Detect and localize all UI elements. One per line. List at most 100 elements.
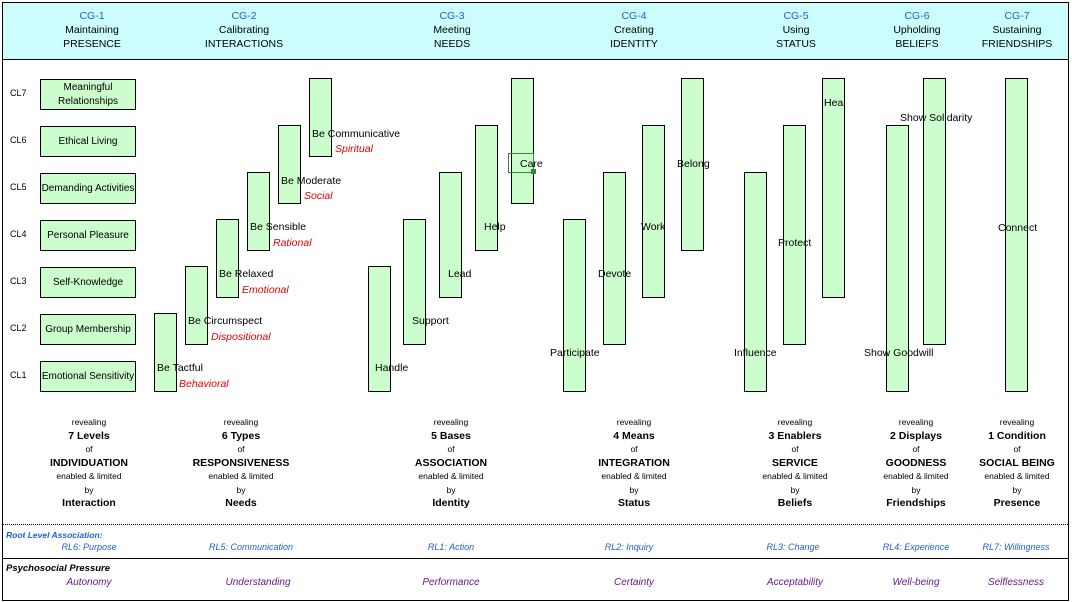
cg4-bar xyxy=(563,219,586,392)
revealing-driver: Needs xyxy=(225,497,257,509)
group-title: Calibrating xyxy=(218,24,270,36)
cg7-label: Connect xyxy=(998,222,1038,234)
revealing-driver: Identity xyxy=(432,497,470,509)
revealing-enabled: enabled & limited xyxy=(601,471,667,481)
cg2-type: Rational xyxy=(273,237,312,249)
revealing-of: of xyxy=(447,444,455,454)
cg3-label: Lead xyxy=(448,268,472,280)
revealing-driver: Beliefs xyxy=(777,497,813,509)
revealing-enabled: enabled & limited xyxy=(762,471,828,481)
revealing-block-cg3: revealing 5 Bases of ASSOCIATION enabled… xyxy=(386,416,516,511)
revealing-what: GOODNESS xyxy=(885,456,947,469)
revealing-by: by xyxy=(790,484,800,495)
revealing-by: by xyxy=(1012,484,1022,495)
revealing-count: 1 Condition xyxy=(988,429,1046,442)
group-id: CG-5 xyxy=(783,10,809,22)
cg2-bar xyxy=(216,219,239,298)
revealing-driver: Friendships xyxy=(886,497,946,509)
cg2-type: Dispositional xyxy=(211,331,271,343)
group-title: Sustaining xyxy=(992,24,1042,36)
level-box: Meaningful Relationships xyxy=(40,79,136,110)
cg2-type: Social xyxy=(304,190,333,202)
revealing-by: by xyxy=(911,484,921,495)
level-box: Ethical Living xyxy=(40,126,136,157)
revealing-word: revealing xyxy=(433,417,469,427)
cg3-label: Help xyxy=(484,221,506,233)
cg4-label: Devote xyxy=(598,268,632,280)
revealing-block-cg4: revealing 4 Means of INTEGRATION enabled… xyxy=(569,416,699,511)
revealing-word: revealing xyxy=(999,417,1035,427)
revealing-block-cg1: revealing 7 Levels of INDIVIDUATION enab… xyxy=(24,416,154,511)
cg2-label: Be Sensible xyxy=(250,221,307,233)
group-subtitle: BELIEFS xyxy=(895,38,939,50)
group-header-cg3: CG-3 Meeting NEEDS xyxy=(387,9,517,51)
cg4-label: Participate xyxy=(550,347,600,359)
revealing-by: by xyxy=(446,484,456,495)
revealing-enabled: enabled & limited xyxy=(418,471,484,481)
pressure-item: Well-being xyxy=(892,577,940,588)
level-box: Demanding Activities xyxy=(40,173,136,204)
level-box: Personal Pleasure xyxy=(40,220,136,251)
cg2-label: Be Communicative xyxy=(312,128,401,140)
revealing-block-cg5: revealing 3 Enablers of SERVICE enabled … xyxy=(730,416,860,511)
cg4-label: Work xyxy=(641,221,666,233)
revealing-word: revealing xyxy=(898,417,934,427)
group-id: CG-4 xyxy=(621,10,647,22)
revealing-enabled: enabled & limited xyxy=(883,471,949,481)
care-selection-box[interactable] xyxy=(508,153,534,173)
cg2-bar xyxy=(309,78,332,157)
revealing-count: 7 Levels xyxy=(68,429,110,442)
group-id: CG-2 xyxy=(231,10,257,22)
group-title: Creating xyxy=(614,24,654,36)
root-level-item: RL1: Action xyxy=(427,542,475,552)
group-id: CG-1 xyxy=(79,10,105,22)
cg6-label: Show Solidarity xyxy=(900,112,973,124)
revealing-driver: Status xyxy=(617,497,651,509)
revealing-word: revealing xyxy=(71,417,107,427)
cg3-bar xyxy=(368,266,391,392)
cg4-bar xyxy=(603,172,626,345)
cg5-bar xyxy=(783,125,806,345)
cg2-label: Be Relaxed xyxy=(219,268,274,280)
cg3-bar xyxy=(439,172,462,298)
cg2-bar xyxy=(247,172,270,251)
level-code: CL3 xyxy=(10,276,27,286)
level-box: Self-Knowledge xyxy=(40,267,136,298)
level-box: Group Membership xyxy=(40,314,136,345)
group-id: CG-3 xyxy=(439,10,465,22)
cg2-type: Emotional xyxy=(242,284,289,296)
revealing-what: INDIVIDUATION xyxy=(50,456,128,469)
level-code: CL4 xyxy=(10,229,27,239)
revealing-by: by xyxy=(236,484,246,495)
cg5-bar xyxy=(822,78,845,298)
revealing-word: revealing xyxy=(777,417,813,427)
cg6-bar xyxy=(886,125,909,392)
revealing-of: of xyxy=(912,444,920,454)
cg2-type: Behavioral xyxy=(179,378,229,390)
level-code: CL6 xyxy=(10,135,27,145)
pressure-item: Understanding xyxy=(225,577,291,588)
cg7-bar xyxy=(1005,78,1028,392)
revealing-count: 4 Means xyxy=(613,429,655,442)
pressure-item: Acceptability xyxy=(766,577,824,588)
level-box: Emotional Sensitivity xyxy=(40,361,136,392)
cg5-label: Protect xyxy=(778,237,812,249)
group-subtitle: IDENTITY xyxy=(610,38,658,50)
group-header-cg1: CG-1 Maintaining PRESENCE xyxy=(27,9,157,51)
revealing-block-cg6: revealing 2 Displays of GOODNESS enabled… xyxy=(851,416,981,511)
revealing-block-cg7: revealing 1 Condition of SOCIAL BEING en… xyxy=(952,416,1072,511)
level-code: CL2 xyxy=(10,323,27,333)
revealing-what: SERVICE xyxy=(772,456,818,469)
cg2-bar xyxy=(185,266,208,345)
revealing-of: of xyxy=(237,444,245,454)
cg3-bar xyxy=(475,125,498,251)
selection-handle[interactable] xyxy=(531,169,536,174)
group-subtitle: PRESENCE xyxy=(63,38,121,50)
revealing-enabled: enabled & limited xyxy=(56,471,122,481)
revealing-of: of xyxy=(85,444,93,454)
section-divider xyxy=(3,524,1068,525)
pressure-item: Autonomy xyxy=(66,577,112,588)
group-header-cg4: CG-4 Creating IDENTITY xyxy=(569,9,699,51)
revealing-count: 3 Enablers xyxy=(768,429,822,442)
